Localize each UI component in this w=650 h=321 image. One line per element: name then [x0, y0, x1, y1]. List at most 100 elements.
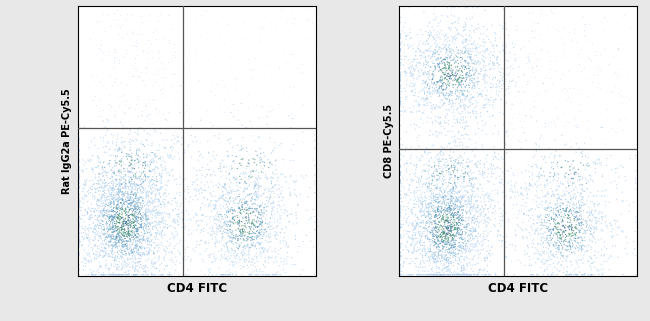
Point: [92, 204, 103, 209]
Point: [144, 18, 154, 23]
Point: [432, 157, 443, 162]
Point: [610, 243, 621, 248]
Point: [135, 259, 145, 264]
Point: [568, 159, 578, 164]
Point: [491, 97, 501, 102]
Point: [157, 174, 167, 179]
Point: [424, 224, 434, 230]
Point: [140, 212, 150, 217]
Point: [601, 187, 611, 193]
Point: [448, 272, 459, 277]
Point: [434, 211, 445, 216]
Point: [250, 182, 260, 187]
Point: [542, 212, 552, 217]
Point: [458, 194, 468, 199]
Point: [450, 202, 461, 207]
Point: [421, 201, 431, 206]
Point: [543, 247, 553, 252]
Point: [450, 252, 461, 257]
Point: [103, 227, 114, 232]
Point: [112, 207, 122, 212]
Point: [402, 204, 412, 209]
Point: [98, 272, 109, 277]
Point: [462, 74, 473, 80]
Point: [145, 132, 155, 137]
Point: [443, 272, 453, 277]
Point: [456, 233, 466, 239]
Point: [455, 173, 465, 178]
Point: [433, 238, 443, 243]
Point: [129, 253, 140, 258]
Point: [111, 212, 121, 217]
Point: [253, 195, 263, 200]
Point: [423, 211, 434, 216]
Point: [564, 208, 575, 213]
Point: [94, 223, 104, 228]
Point: [585, 237, 595, 242]
Point: [486, 95, 497, 100]
Point: [454, 232, 464, 237]
Point: [432, 89, 443, 94]
Point: [419, 91, 430, 96]
Point: [245, 191, 255, 196]
Point: [445, 27, 456, 32]
Point: [459, 237, 469, 242]
Point: [460, 132, 471, 137]
Point: [118, 92, 128, 97]
Point: [85, 190, 96, 195]
Point: [183, 245, 193, 250]
Point: [478, 147, 488, 152]
Point: [103, 225, 113, 230]
Point: [399, 185, 410, 190]
Point: [238, 196, 248, 201]
Point: [105, 272, 116, 277]
Point: [431, 15, 441, 20]
Point: [136, 20, 147, 25]
Point: [436, 261, 447, 266]
Point: [442, 97, 452, 102]
Point: [555, 207, 566, 212]
Point: [127, 212, 137, 217]
Point: [449, 223, 460, 228]
Point: [266, 179, 277, 184]
Point: [211, 226, 222, 231]
Point: [582, 210, 592, 215]
Point: [616, 228, 627, 233]
Point: [281, 61, 291, 66]
Point: [113, 272, 124, 277]
Point: [441, 74, 452, 79]
Point: [111, 272, 122, 277]
Point: [450, 250, 460, 255]
Point: [177, 210, 187, 215]
Point: [422, 187, 432, 192]
Point: [443, 226, 454, 231]
Point: [131, 93, 142, 99]
Point: [433, 204, 443, 209]
Point: [566, 245, 576, 250]
Point: [447, 199, 457, 204]
Point: [431, 166, 441, 171]
Point: [112, 192, 122, 197]
Point: [202, 246, 212, 251]
Point: [247, 229, 257, 234]
Point: [131, 196, 141, 201]
Point: [111, 218, 122, 223]
Point: [296, 173, 307, 178]
Point: [415, 102, 425, 108]
Point: [411, 49, 421, 55]
Point: [441, 225, 452, 230]
Point: [451, 184, 462, 189]
Point: [155, 179, 166, 184]
Point: [484, 251, 494, 256]
Point: [249, 179, 259, 185]
Point: [532, 247, 542, 252]
Point: [563, 215, 573, 221]
Point: [158, 272, 168, 277]
Point: [210, 92, 220, 98]
Point: [586, 229, 596, 234]
Point: [572, 232, 582, 237]
Point: [155, 131, 166, 136]
Point: [111, 272, 121, 277]
Point: [551, 58, 562, 63]
Point: [538, 260, 548, 265]
